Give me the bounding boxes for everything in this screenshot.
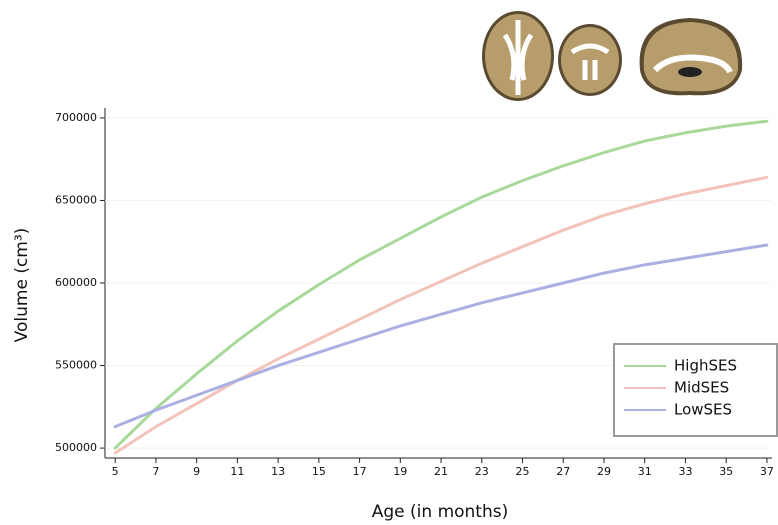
line-series: [113, 175, 769, 455]
x-tick-label: 33: [678, 465, 692, 478]
legend: HighSES MidSES LowSES: [613, 343, 778, 437]
y-tick-label: 550000: [55, 359, 97, 372]
x-tick-label: 35: [719, 465, 733, 478]
line-series: [113, 243, 769, 429]
legend-label: HighSES: [674, 357, 737, 375]
x-tick-label: 9: [193, 465, 200, 478]
x-tick-label: 21: [434, 465, 448, 478]
x-tick-label: 37: [760, 465, 774, 478]
legend-label: MidSES: [674, 379, 729, 397]
x-tick-label: 5: [112, 465, 119, 478]
y-tick-label: 600000: [55, 276, 97, 289]
x-tick-label: 25: [516, 465, 530, 478]
legend-box: [613, 343, 778, 437]
x-tick-label: 17: [353, 465, 367, 478]
x-axis-title: Age (in months): [372, 502, 508, 522]
y-tick-label: 500000: [55, 441, 97, 454]
x-tick-label: 27: [556, 465, 570, 478]
x-tick-label: 29: [597, 465, 611, 478]
x-tick-label: 7: [152, 465, 159, 478]
line-series: [113, 119, 769, 450]
x-tick-label: 31: [638, 465, 652, 478]
y-axis-title: Volume (cm³): [12, 228, 32, 343]
x-tick-label: 23: [475, 465, 489, 478]
x-tick-label: 19: [393, 465, 407, 478]
legend-label: LowSES: [674, 401, 732, 419]
brain-images: [482, 11, 743, 101]
x-tick-label: 15: [312, 465, 326, 478]
x-tick-label: 13: [271, 465, 285, 478]
x-tick-label: 11: [230, 465, 244, 478]
y-tick-label: 700000: [55, 111, 97, 124]
y-tick-label: 650000: [55, 193, 97, 206]
